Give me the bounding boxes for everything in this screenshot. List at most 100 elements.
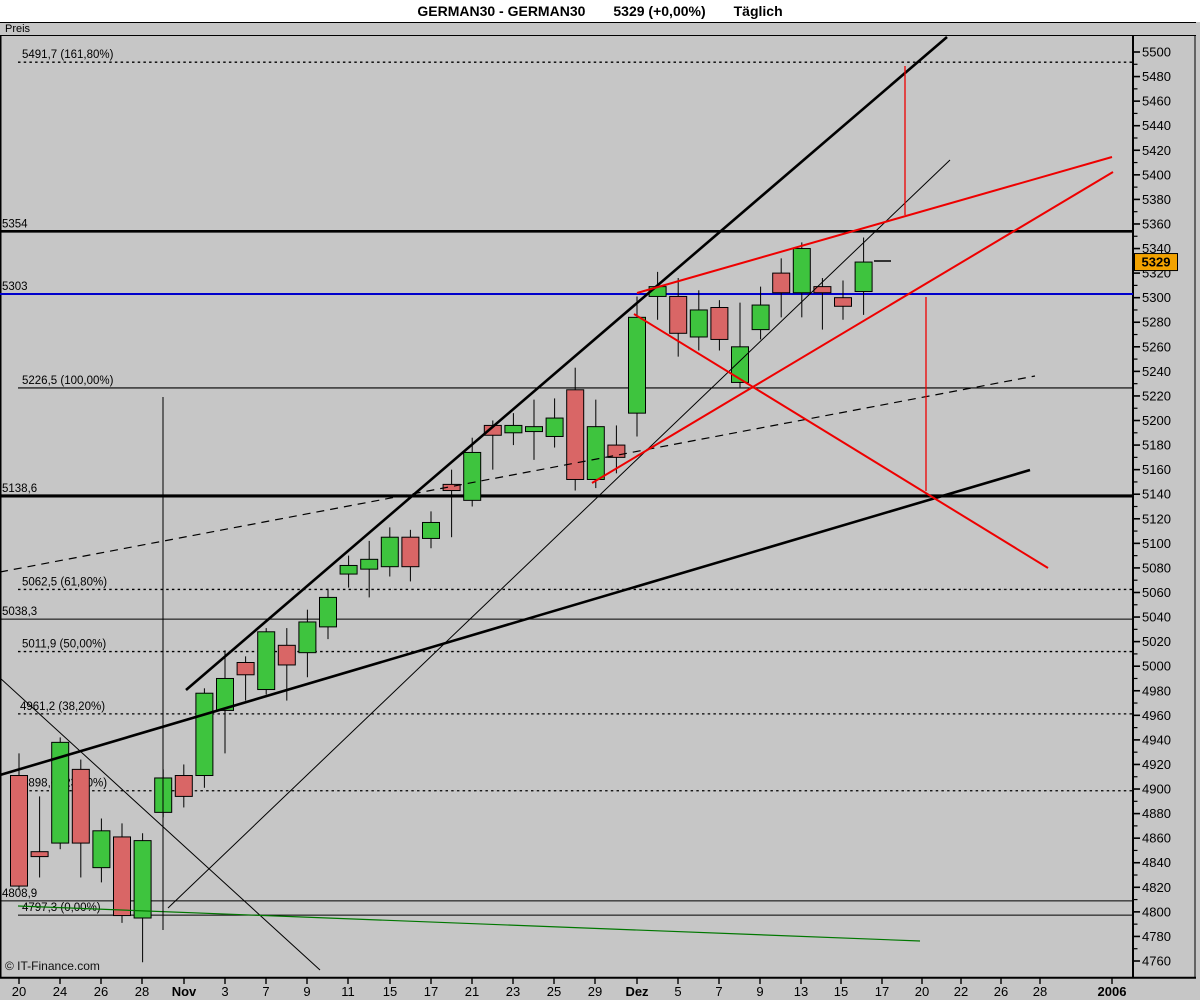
candle-body-up: [422, 521, 440, 539]
y-axis-label: 5200: [1142, 413, 1171, 428]
y-axis-label: 4800: [1142, 904, 1171, 919]
candle: [525, 399, 543, 460]
x-axis-label: 20: [12, 984, 26, 999]
x-axis-label: 7: [262, 984, 269, 999]
candle-body-up: [545, 417, 564, 437]
downtrend-thin-line[interactable]: [0, 677, 321, 971]
candle: [710, 300, 729, 351]
candle: [834, 280, 852, 320]
candle-body-up: [339, 564, 358, 575]
candle: [339, 555, 358, 588]
level-label: 4961,2 (38,20%): [20, 701, 105, 713]
candle-body-down: [71, 768, 90, 844]
candle-body-up: [854, 261, 873, 293]
x-axis-label: 29: [588, 984, 602, 999]
candle-body-up: [504, 424, 523, 434]
y-axis-label: 5280: [1142, 315, 1171, 330]
pane-label: Preis: [5, 23, 31, 35]
pane-header: Preis: [0, 22, 1196, 36]
candle: [628, 296, 646, 437]
x-axis-label: 13: [794, 984, 808, 999]
candle: [319, 588, 337, 640]
candle-body-down: [669, 295, 688, 334]
candle-body-down: [710, 307, 729, 340]
candle: [10, 753, 28, 890]
y-axis-label: 5240: [1142, 364, 1171, 379]
x-axis-label: 2006: [1098, 984, 1127, 999]
candle-body-up: [586, 426, 605, 480]
y-axis-label: 4760: [1142, 954, 1171, 969]
candle: [236, 656, 255, 701]
candle-body-down: [174, 775, 193, 797]
wedge-upper-red-line[interactable]: [636, 156, 1113, 294]
y-axis-label: 5260: [1142, 339, 1171, 354]
candle-body-down: [772, 272, 791, 294]
candle: [422, 511, 440, 549]
y-axis-label: 5000: [1142, 659, 1171, 674]
candle-body-up: [257, 631, 276, 691]
title-quote: 5329 (+0,00%): [613, 3, 706, 19]
y-axis-label: 5020: [1142, 634, 1171, 649]
y-axis-label: 4780: [1142, 929, 1171, 944]
candle: [813, 278, 832, 330]
uptrend-slow-line[interactable]: [0, 468, 1031, 777]
candle: [566, 367, 585, 491]
candle-body-down: [566, 389, 585, 480]
candle-body-down: [10, 775, 28, 887]
y-axis-label: 4900: [1142, 782, 1171, 797]
candle: [607, 425, 626, 474]
level-label: 5354: [2, 218, 28, 230]
y-axis-label: 5340: [1142, 241, 1171, 256]
candle-body-up: [51, 741, 70, 844]
y-axis-label: 5480: [1142, 69, 1171, 84]
channel-thin-line[interactable]: [167, 159, 951, 909]
y-axis-label: 5080: [1142, 560, 1171, 575]
x-axis-label: 15: [383, 984, 397, 999]
y-axis-label: 4920: [1142, 757, 1171, 772]
downtrend-red-line[interactable]: [633, 313, 1049, 569]
level-label: 5303: [2, 281, 28, 293]
candle: [751, 286, 770, 340]
candle: [731, 302, 749, 388]
y-axis-label: 4880: [1142, 806, 1171, 821]
candle: [545, 398, 564, 448]
x-axis-label: 3: [221, 984, 228, 999]
candle: [174, 764, 193, 808]
candle-body-down: [113, 836, 131, 917]
y-axis-label: 4980: [1142, 683, 1171, 698]
y-axis-label: 5040: [1142, 610, 1171, 625]
candle: [71, 759, 90, 878]
x-axis-label: 5: [674, 984, 681, 999]
candle: [772, 258, 791, 318]
candle: [195, 688, 214, 788]
candle: [854, 237, 873, 315]
candle: [257, 628, 276, 695]
title-symbol: GERMAN30 - GERMAN30: [417, 3, 586, 19]
candle-body-up: [92, 830, 111, 869]
price-badge: [1134, 253, 1178, 272]
y-axis-label: 4860: [1142, 831, 1171, 846]
uptrend-main-line[interactable]: [185, 36, 948, 691]
x-axis-label: 26: [94, 984, 108, 999]
y-axis-label: 5400: [1142, 167, 1171, 182]
wedge-lower-red-line[interactable]: [591, 171, 1114, 484]
watermark-copyright: © IT-Finance.com: [5, 959, 100, 973]
x-axis-label: 21: [465, 984, 479, 999]
y-axis-label: 5060: [1142, 585, 1171, 600]
candle-body-down: [236, 662, 255, 676]
candle: [277, 628, 296, 701]
y-axis-label: 5140: [1142, 487, 1171, 502]
candle-body-down: [607, 444, 626, 458]
candle-body-down: [277, 644, 296, 666]
x-axis-label: 26: [994, 984, 1008, 999]
candle-body-up: [360, 558, 379, 570]
green-support-line[interactable]: [17, 905, 921, 942]
candle-body-up: [689, 309, 708, 338]
x-axis-label: 9: [756, 984, 763, 999]
candle: [133, 833, 152, 963]
x-axis-label: 15: [834, 984, 848, 999]
regression-dashed-line[interactable]: [0, 375, 1036, 573]
title-timeframe: Täglich: [733, 3, 783, 19]
